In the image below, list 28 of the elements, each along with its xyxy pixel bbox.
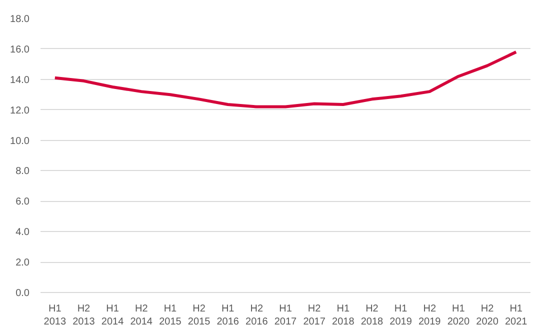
x-tick-label: H2 2013 (72, 304, 96, 328)
x-tick-label: H1 2020 (447, 304, 470, 328)
y-tick-label: 8.0 (16, 166, 30, 178)
x-tick-label: H1 2014 (101, 304, 124, 328)
x-tick-label: H1 2019 (390, 304, 412, 328)
y-tick-label: 16.0 (10, 44, 30, 56)
x-tick-label: H1 2017 (274, 304, 298, 328)
y-tick-label: 18.0 (10, 14, 30, 25)
x-tick-label: H2 2019 (418, 304, 442, 328)
x-tick-label: H2 2018 (360, 304, 384, 328)
y-tick-label: 2.0 (16, 258, 30, 269)
x-tick-label: H1 2018 (332, 304, 355, 328)
y-tick-label: 10.0 (10, 136, 30, 147)
x-tick-label: H1 2021 (504, 304, 528, 328)
x-tick-label: H2 2016 (246, 304, 268, 328)
line-series (53, 50, 518, 108)
y-tick-label: 4.0 (16, 227, 30, 238)
x-tick-label: H2 2017 (303, 304, 326, 328)
y-tick-label: 14.0 (10, 74, 30, 86)
y-tick-label: 6.0 (16, 196, 30, 208)
x-tick-label: H1 2013 (44, 304, 66, 328)
x-tick-label: H2 2020 (476, 304, 499, 328)
x-tick-label: H2 2015 (188, 304, 211, 328)
y-tick-label: 12.0 (10, 105, 30, 116)
x-tick-label: H2 2014 (130, 304, 153, 328)
y-tick-label: 0.0 (16, 288, 30, 299)
x-tick-label: H1 2016 (216, 304, 240, 328)
x-tick-label: H1 2015 (159, 304, 182, 328)
